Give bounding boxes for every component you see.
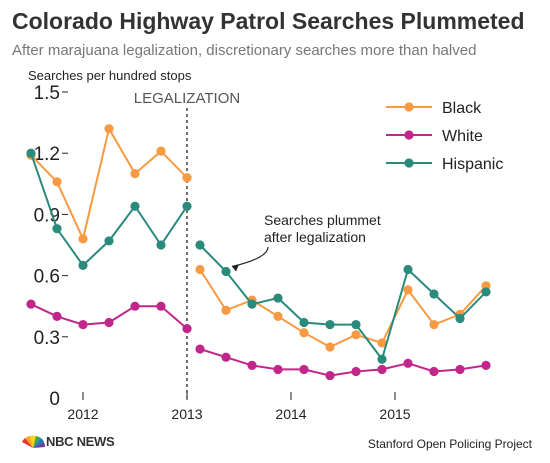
data-point-hispanic [78, 260, 88, 270]
y-tick-label: 0.6 [34, 267, 60, 288]
data-point-white [195, 344, 205, 354]
data-point-black [52, 177, 62, 187]
data-point-hispanic [26, 148, 36, 158]
y-tick-label: 1.5 [34, 83, 60, 104]
data-point-white [156, 301, 166, 311]
y-tick-label: 0.3 [34, 328, 60, 349]
data-point-black [104, 124, 114, 134]
data-point-hispanic [104, 236, 114, 246]
legend-marker-hispanic [404, 158, 414, 168]
source-credit: Stanford Open Policing Project [367, 437, 532, 451]
annotation-arrowhead [232, 264, 239, 272]
data-point-black [156, 146, 166, 156]
data-point-white [26, 299, 36, 309]
legend-label-white: White [442, 128, 483, 145]
data-point-hispanic [247, 299, 257, 309]
data-point-hispanic [299, 317, 309, 328]
annotation-arrow [231, 246, 269, 268]
data-point-hispanic [377, 354, 387, 364]
data-point-white [273, 364, 283, 375]
data-point-white [52, 311, 62, 321]
legend-marker-black [404, 102, 414, 112]
data-point-white [247, 360, 257, 370]
series-line-white [199, 348, 487, 377]
nbc-news-logo: NBC NEWS [20, 433, 115, 449]
data-point-hispanic [182, 201, 192, 211]
x-tick-label: 2012 [67, 406, 98, 422]
data-point-black [325, 342, 335, 352]
data-point-hispanic [351, 319, 361, 330]
data-point-hispanic [273, 293, 283, 303]
data-point-hispanic [403, 264, 413, 275]
x-tick-label: 2015 [379, 406, 410, 422]
brand-name: NBC NEWS [46, 433, 115, 449]
x-tick-label: 2013 [171, 406, 202, 422]
data-point-white [429, 366, 439, 377]
data-point-hispanic [52, 224, 62, 234]
data-point-hispanic [130, 201, 140, 211]
annotation-text: after legalization [264, 229, 366, 245]
data-point-black [351, 330, 361, 340]
data-point-white [455, 364, 465, 375]
data-point-black [182, 173, 192, 183]
data-point-hispanic [325, 319, 335, 330]
x-tick-label: 2014 [275, 406, 306, 422]
data-point-white [351, 366, 361, 377]
data-point-hispanic [455, 313, 465, 324]
data-point-black [130, 169, 140, 179]
annotation-text: Searches plummet [264, 212, 381, 228]
y-tick-label: 0 [49, 389, 60, 410]
data-point-black [221, 305, 231, 315]
data-point-black [403, 285, 413, 295]
legend-marker-white [404, 130, 414, 140]
data-point-hispanic [481, 287, 491, 297]
data-point-white [221, 352, 231, 362]
data-point-white [182, 324, 192, 334]
data-point-white [78, 319, 88, 330]
data-point-white [104, 317, 114, 328]
data-point-white [299, 364, 309, 375]
y-axis-label: Searches per hundred stops [28, 68, 192, 83]
data-point-black [299, 328, 309, 338]
legend-label-black: Black [442, 100, 482, 117]
peacock-icon [22, 435, 46, 448]
data-point-black [195, 264, 205, 275]
series-line-hispanic [199, 244, 487, 362]
legalization-label: LEGALIZATION [134, 90, 240, 107]
data-point-hispanic [156, 240, 166, 250]
legend-label-hispanic: Hispanic [442, 156, 503, 173]
data-point-white [130, 301, 140, 311]
series-line-black [199, 268, 487, 349]
data-point-black [429, 319, 439, 330]
data-point-black [273, 311, 283, 321]
data-point-hispanic [221, 266, 231, 277]
data-point-hispanic [429, 289, 439, 299]
chart-subtitle: After marajuana legalization, discretion… [12, 42, 477, 59]
y-tick-label: 1.2 [34, 144, 60, 165]
data-point-black [78, 234, 88, 244]
data-point-white [377, 364, 387, 375]
chart-title: Colorado Highway Patrol Searches Plummet… [12, 8, 525, 34]
data-point-white [325, 370, 335, 381]
data-point-hispanic [195, 240, 205, 250]
data-point-white [481, 360, 491, 370]
data-point-black [377, 338, 387, 348]
data-point-white [403, 358, 413, 368]
